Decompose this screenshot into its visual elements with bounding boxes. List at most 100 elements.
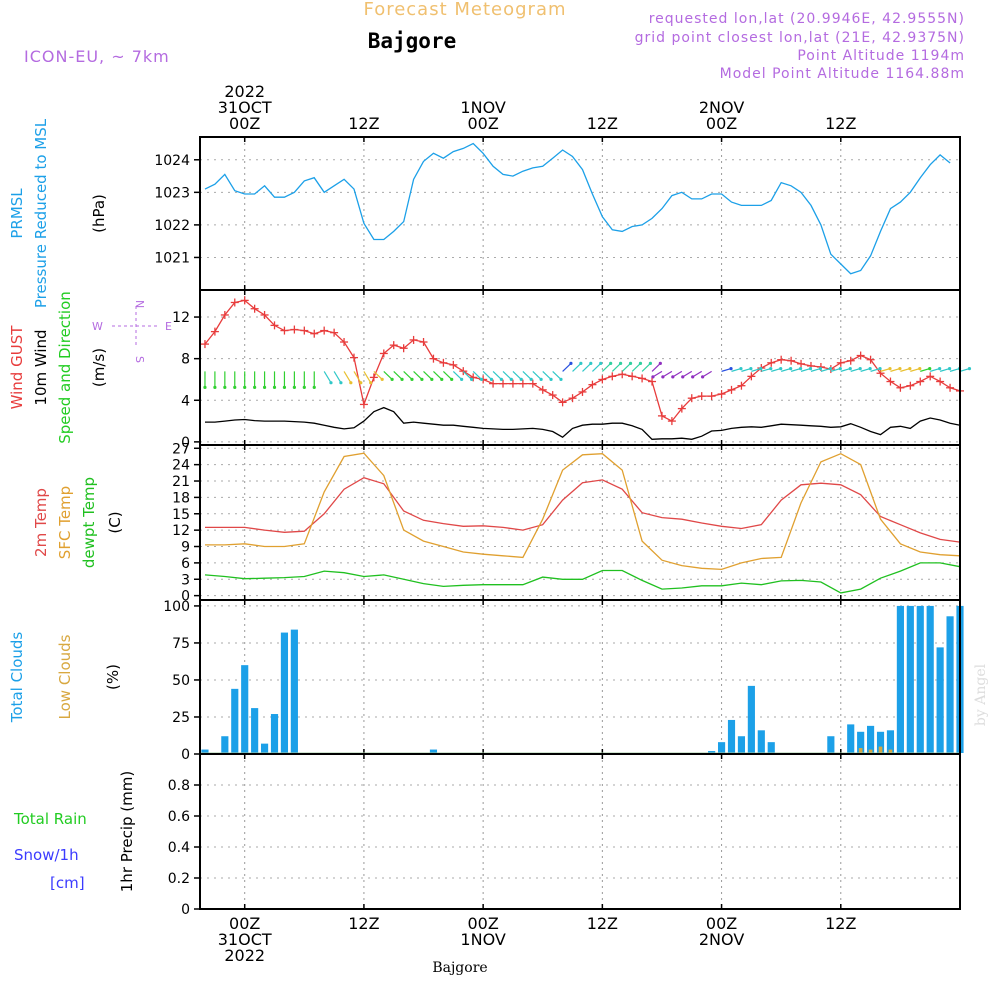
y-tick-label: 0 <box>181 589 190 605</box>
wind-arrow-head <box>262 385 267 389</box>
wind-arrow-head <box>519 377 523 381</box>
chart-title: Forecast Meteogram <box>363 0 566 20</box>
wind-arrow <box>751 368 761 372</box>
total-cloud-bar <box>747 685 755 753</box>
wind-arrow-head <box>858 367 862 371</box>
wind-arrow-head <box>808 367 813 371</box>
series-line-prmsl <box>204 142 951 275</box>
total-cloud-bar <box>896 605 904 753</box>
wind-arrow <box>800 368 811 372</box>
total-cloud-bar <box>916 605 924 753</box>
panel-label: PRMSL <box>8 188 26 239</box>
wind-arrow <box>552 370 562 380</box>
wind-arrow-head <box>233 385 237 389</box>
y-tick-label: 24 <box>172 458 190 474</box>
precip-legend-item: [cm] <box>50 874 85 892</box>
low-cloud-bar <box>878 746 883 753</box>
total-cloud-bar <box>290 629 298 753</box>
wind-arrow-head <box>400 377 404 381</box>
wind-arrow-head <box>460 377 464 381</box>
wind-arrow-head <box>549 377 553 381</box>
wind-arrow-head <box>440 377 444 381</box>
wind-arrow-head <box>701 375 705 379</box>
total-cloud-bar <box>251 708 259 753</box>
wind-arrow <box>672 370 683 378</box>
wind-arrow <box>462 370 472 380</box>
wind-arrow-head <box>868 367 872 371</box>
wind-arrow-head <box>430 377 434 381</box>
total-cloud-bar <box>737 736 746 753</box>
wind-arrow-head <box>390 377 394 381</box>
precip-legend-item: Total Rain <box>13 810 87 828</box>
wind-arrow-head <box>638 361 643 365</box>
time-axis-label: 31OCT <box>218 930 272 949</box>
y-tick-label: 0 <box>181 435 190 451</box>
y-tick-label: 4 <box>181 393 190 409</box>
wind-arrow-head <box>651 375 655 379</box>
y-tick-label: 27 <box>172 441 190 457</box>
wind-arrow-head <box>908 367 912 371</box>
y-tick-label: 0 <box>181 902 190 918</box>
wind-arrow <box>771 368 781 372</box>
y-tick-label: 8 <box>181 352 190 368</box>
watermark: by Angel <box>973 663 989 726</box>
panel-label: 1hr Precip (mm) <box>118 771 136 892</box>
wind-arrow <box>820 368 831 372</box>
wind-arrow-head <box>967 367 972 371</box>
time-axis-label: 00Z <box>467 114 498 133</box>
panel-frame <box>199 753 961 910</box>
wind-arrow-head <box>619 361 623 365</box>
total-cloud-bar <box>857 731 865 753</box>
wind-arrow-head <box>938 367 942 371</box>
wind-arrow-head <box>213 385 217 389</box>
wind-arrow-head <box>729 367 733 371</box>
wind-arrow-head <box>898 367 902 371</box>
wind-arrow-head <box>369 381 373 385</box>
wind-arrow-head <box>569 361 573 365</box>
series-line-sfc-temp <box>205 452 961 571</box>
wind-arrow-head <box>469 377 474 381</box>
time-axis-label: 00Z <box>706 114 737 133</box>
y-tick-label: 0.2 <box>168 871 190 887</box>
wind-arrow <box>662 370 673 378</box>
time-axis-label: 00Z <box>229 914 260 933</box>
y-tick-label: 1024 <box>154 153 190 169</box>
wind-arrow <box>353 371 362 384</box>
panels: 1021 1022 1023 1024 PRMSL Pressure Reduced to… <box>8 118 972 918</box>
requested-coords: requested lon,lat (20.9946E, 42.9555N) <box>649 11 965 27</box>
wind-arrow <box>592 362 602 372</box>
time-axis-label: 00Z <box>229 114 260 133</box>
wind-arrow-head <box>628 361 633 365</box>
wind-arrow-head <box>599 361 603 365</box>
wind-arrow-head <box>203 385 207 389</box>
model-altitude: Model Point Altitude 1164.88m <box>720 66 965 82</box>
wind-arrow <box>781 368 791 372</box>
total-cloud-bar <box>867 725 875 753</box>
panel-pressure: 1021 1022 1023 1024 PRMSL Pressure Reduced to… <box>8 118 961 308</box>
y-tick-label: 1021 <box>154 250 190 266</box>
panel-wind: 0 4 8 12 Wind GUST 10m Wind Speed and Directio… <box>8 289 972 451</box>
panel-label: Wind GUST <box>8 325 26 410</box>
wind-arrow-head <box>410 377 414 381</box>
wind-arrow <box>512 370 522 380</box>
total-cloud-bar <box>886 730 895 753</box>
wind-arrow <box>442 370 453 380</box>
y-tick-label: 75 <box>172 636 190 652</box>
wind-direction-arrows <box>203 361 972 389</box>
wind-arrow <box>323 371 332 384</box>
y-tick-label: 1022 <box>154 218 190 234</box>
wind-arrow <box>492 370 502 380</box>
wind-arrow-head <box>798 367 803 371</box>
wind-arrow-head <box>359 381 363 385</box>
footer-location: Bajgore <box>432 960 487 976</box>
total-cloud-bar <box>876 731 885 753</box>
wind-arrow-head <box>848 367 852 371</box>
y-tick-label: 15 <box>172 507 190 523</box>
wind-arrow <box>582 362 592 372</box>
wind-arrow <box>611 362 622 372</box>
wind-arrow <box>413 370 423 380</box>
wind-arrow-head <box>479 377 484 381</box>
time-axis-label: 12Z <box>348 914 379 933</box>
series-line-2m-temp <box>205 476 961 543</box>
